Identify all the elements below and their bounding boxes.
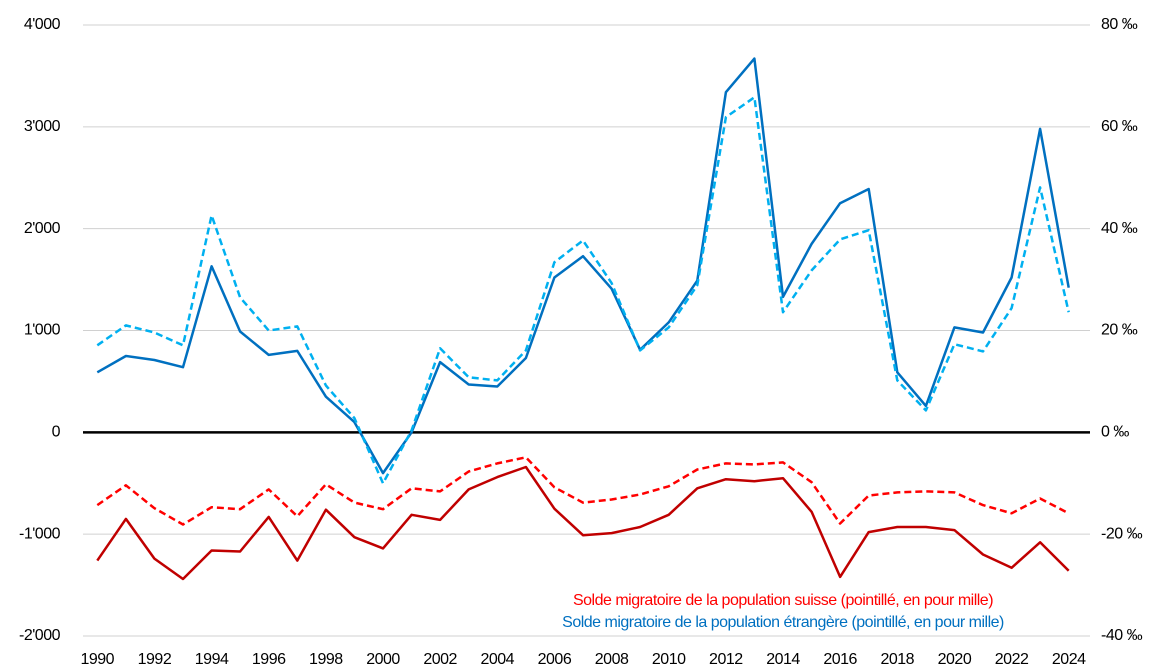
x-tick-label: 2012 xyxy=(709,651,743,668)
y2-tick-label: 20 ‰ xyxy=(1101,322,1138,339)
legend-entry: Solde migratoire de la population suisse… xyxy=(573,592,993,609)
x-tick-label: 2024 xyxy=(1052,651,1086,668)
line xyxy=(96,57,1070,475)
x-tick-label: 2004 xyxy=(480,651,514,668)
x-tick-label: 2008 xyxy=(595,651,629,668)
y-tick-label: 2'000 xyxy=(24,220,61,237)
y-tick-label: 4'000 xyxy=(24,16,61,33)
x-tick-label: 2014 xyxy=(766,651,800,668)
x-tick-label: 1992 xyxy=(138,651,172,668)
x-tick-label: 2000 xyxy=(366,651,400,668)
y2-tick-label: 0 ‰ xyxy=(1101,424,1129,441)
y2-tick-label: 80 ‰ xyxy=(1101,16,1138,33)
dashed-line xyxy=(96,456,1070,526)
y2-tick-label: 60 ‰ xyxy=(1101,118,1138,135)
line xyxy=(96,465,1070,581)
x-tick-label: 2006 xyxy=(538,651,572,668)
legend-entry: Solde migratoire de la population étrang… xyxy=(562,614,1004,631)
x-tick-label: 2010 xyxy=(652,651,686,668)
y2-tick-label: 40 ‰ xyxy=(1101,220,1138,237)
x-tick-label: 1994 xyxy=(195,651,229,668)
x-tick-label: 1990 xyxy=(80,651,114,668)
x-tick-label: 2018 xyxy=(880,651,914,668)
y-tick-label: -2'000 xyxy=(19,627,61,644)
x-tick-label: 2020 xyxy=(938,651,972,668)
x-tick-label: 2022 xyxy=(995,651,1029,668)
x-tick-label: 2002 xyxy=(423,651,457,668)
y-tick-label: 3'000 xyxy=(24,118,61,135)
y-tick-label: -1'000 xyxy=(19,525,61,542)
y2-tick-label: -20 ‰ xyxy=(1101,525,1143,542)
y2-tick-label: -40 ‰ xyxy=(1101,627,1143,644)
dashed-line xyxy=(96,96,1070,485)
x-tick-label: 1996 xyxy=(252,651,286,668)
y-tick-label: 1'000 xyxy=(24,322,61,339)
x-tick-label: 2016 xyxy=(823,651,857,668)
y-tick-label: 0 xyxy=(52,424,61,441)
x-tick-label: 1998 xyxy=(309,651,343,668)
